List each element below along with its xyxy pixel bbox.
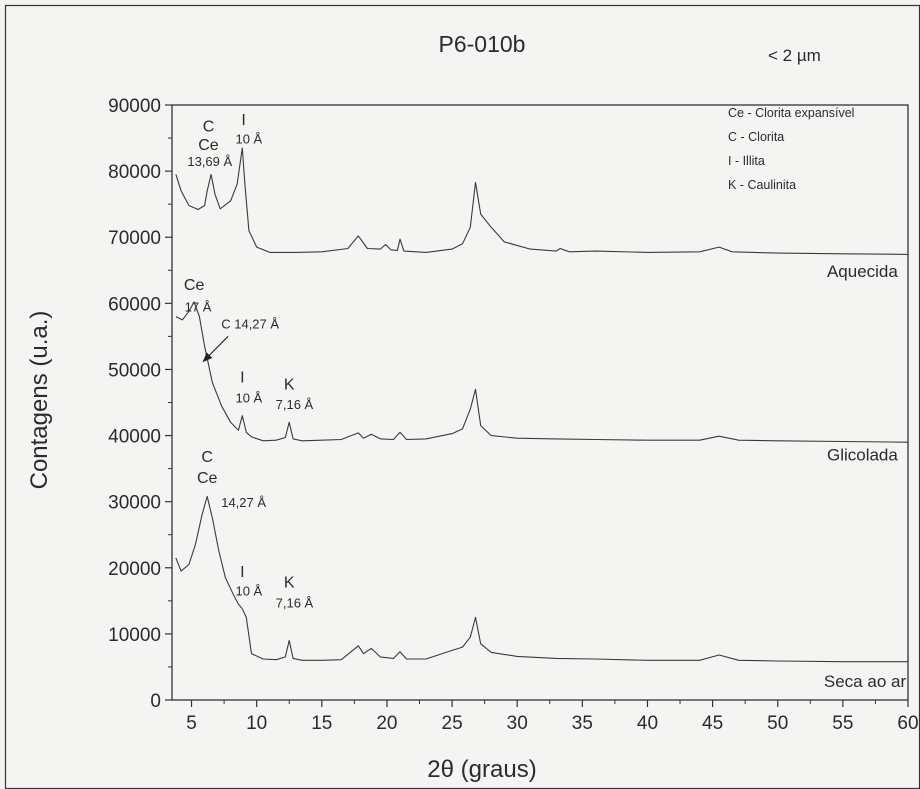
x-tick-label: 45	[702, 713, 723, 734]
annotation-label: I	[240, 564, 244, 581]
annotation-label: Ce	[197, 470, 218, 487]
annotation-label: Aquecida	[827, 262, 898, 281]
x-tick-label: 35	[572, 713, 593, 734]
annotation-label: K	[284, 376, 295, 393]
annotation-label: Glicolada	[827, 446, 898, 465]
chart-title: P6-010b	[439, 31, 526, 57]
chart-subtitle: < 2 µm	[768, 46, 821, 65]
y-tick-label: 50000	[108, 360, 161, 381]
y-tick-label: 30000	[108, 493, 161, 514]
annotation-label: K	[284, 575, 295, 592]
annotation-label: C 14,27 Å	[221, 316, 279, 331]
annotation-label: 17 Å	[185, 299, 212, 314]
y-tick-label: 40000	[108, 427, 161, 448]
y-tick-label: 0	[150, 691, 161, 712]
legend-entry: I - Illita	[728, 154, 765, 168]
annotation-label: Seca ao ar	[824, 672, 907, 691]
annotation-label: Ce	[198, 137, 219, 154]
legend-entry: K - Caulinita	[728, 178, 796, 192]
legend-entry: C - Clorita	[728, 130, 784, 144]
y-tick-label: 80000	[108, 162, 161, 183]
figure-frame	[4, 4, 920, 789]
x-tick-label: 25	[442, 713, 463, 734]
y-tick-label: 60000	[108, 294, 161, 315]
x-tick-label: 5	[186, 713, 197, 734]
annotation-label: 10 Å	[235, 131, 262, 146]
series-line-0	[175, 147, 909, 255]
annotation-label: I	[240, 370, 244, 387]
x-tick-label: 55	[832, 713, 853, 734]
annotation-label: 10 Å	[235, 391, 262, 406]
annotation-label: C	[201, 449, 213, 466]
x-tick-label: 20	[376, 713, 397, 734]
x-tick-label: 60	[897, 713, 918, 734]
annotation-label: 14,27 Å	[221, 495, 266, 510]
annotation-arrow	[202, 335, 229, 363]
axis-ticks: 5 10 15 20 25 30 35 40 45 50 55 60 0 10000 20000 30000 4…	[108, 96, 918, 734]
x-tick-label: 40	[637, 713, 658, 734]
y-tick-label: 90000	[108, 96, 161, 117]
annotation-label: I	[241, 112, 245, 129]
y-tick-label: 10000	[108, 625, 161, 646]
annotation-label: 7,16 Å	[276, 595, 314, 610]
y-axis-label: Contagens (u.a.)	[26, 311, 53, 490]
x-tick-label: 50	[767, 713, 788, 734]
x-tick-label: 30	[507, 713, 528, 734]
y-tick-label: 20000	[108, 559, 161, 580]
legend-entry: Ce - Clorita expansível	[728, 106, 854, 120]
annotation-label: 10 Å	[235, 584, 262, 599]
annotation-label: 13,69 Å	[187, 154, 232, 169]
annotation-label: C	[203, 118, 215, 135]
x-tick-label: 10	[246, 713, 267, 734]
annotation-label: 7,16 Å	[276, 397, 314, 412]
x-tick-label: 15	[311, 713, 332, 734]
series-layer	[175, 147, 909, 663]
y-tick-label: 70000	[108, 228, 161, 249]
annotation-label: Ce	[184, 277, 205, 294]
legend: Ce - Clorita expansível C - Clorita I - Il…	[728, 106, 854, 192]
series-line-2	[175, 495, 908, 663]
x-axis-label: 2θ (graus)	[427, 756, 536, 783]
series-line-1	[175, 301, 909, 443]
